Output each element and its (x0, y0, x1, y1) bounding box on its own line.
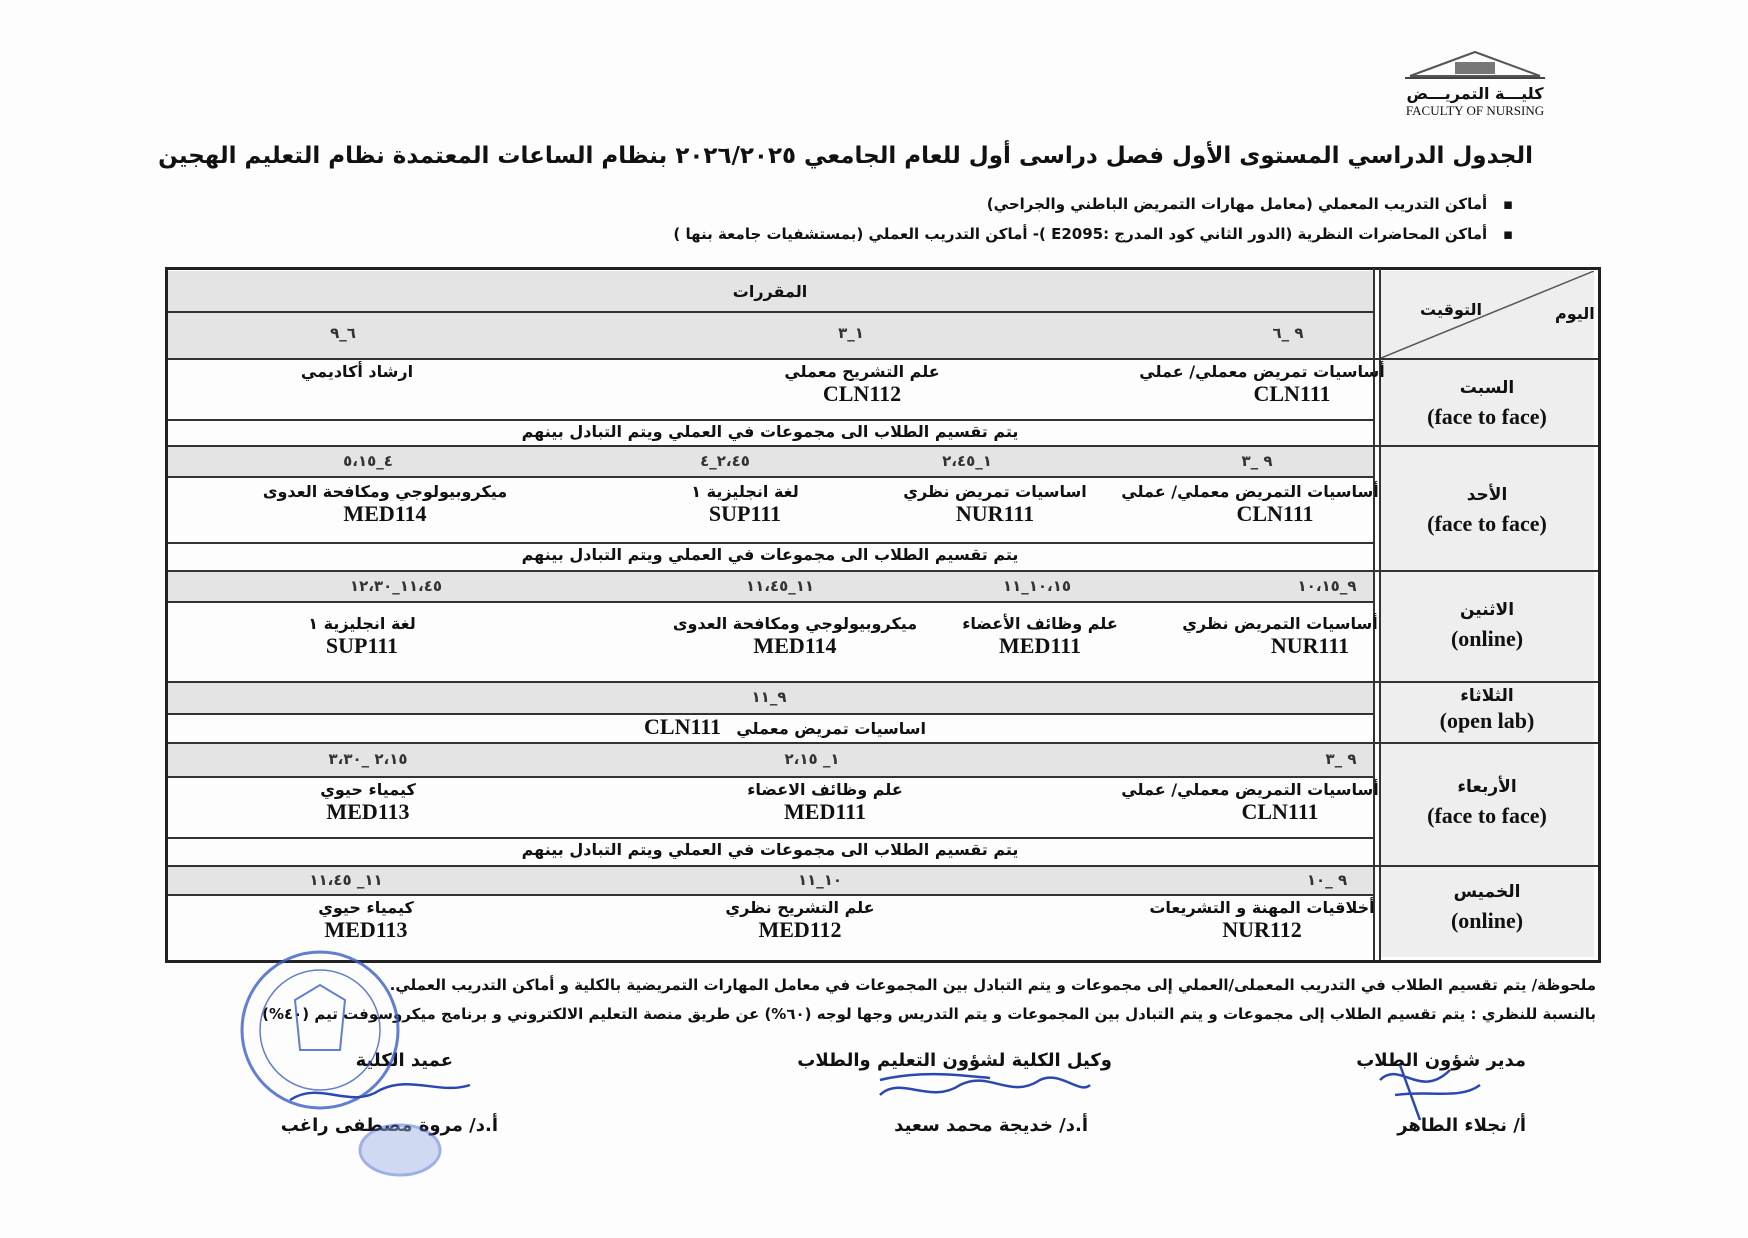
course-cell: علم التشريح نظري MED112 (725, 898, 875, 942)
day-name: السبت (1459, 378, 1515, 398)
group-note: يتم تقسيم الطلاب الى مجموعات في العملي و… (521, 545, 1019, 564)
signature-name: أ.د/ مروة مصطفى راغب (280, 1115, 498, 1136)
header-day: اليوم (1555, 304, 1595, 323)
course-cell: أساسيات التمريض معملي/ عملي CLN111 (1121, 780, 1379, 824)
time-slot: ١١_١١،٤٥ (745, 577, 815, 595)
time-slot: ١٠،١٥_١١ (1002, 577, 1072, 595)
course-cell: علم وظائف الاعضاء MED111 (747, 780, 903, 824)
course-cell: أساسيات التمريض نظري NUR111 (1182, 614, 1378, 658)
day-name: الأحد (1466, 485, 1508, 505)
page-title: الجدول الدراسي المستوى الأول فصل دراسى أ… (158, 143, 1533, 169)
time-slot: ١_ ٢،١٥ (784, 750, 840, 768)
time-slot: ٤_٥،١٥ (343, 452, 393, 470)
day-monday: الاثنين (online) (1379, 600, 1595, 652)
time-slot: ٩ _١٠ (1306, 871, 1348, 889)
time-slot: ١_٣ (838, 324, 864, 342)
day-thursday: الخميس (online) (1379, 882, 1595, 934)
handwritten-signature-icon (289, 1064, 1481, 1121)
course-cell: اساسيات تمريض معملي CLN111 (644, 714, 926, 739)
day-name: الثلاثاء (1460, 686, 1514, 706)
day-tuesday: الثلاثاء (open lab) (1379, 686, 1595, 734)
header-courses: المقررات (732, 282, 808, 301)
group-note: يتم تقسيم الطلاب الى مجموعات في العملي و… (521, 422, 1019, 441)
signature-role: وكيل الكلية لشؤون التعليم والطلاب (797, 1050, 1112, 1071)
logo-english: FACULTY OF NURSING (1405, 103, 1545, 118)
bullet-text: أماكن التدريب المعملي (معامل مهارات التم… (986, 195, 1488, 213)
header-time: التوقيت (1420, 300, 1482, 319)
signature-name: أ.د/ خديجة محمد سعيد (894, 1115, 1088, 1136)
footnote-2: بالنسبة للنظري : يتم تقسيم الطلاب إلى مج… (262, 1005, 1596, 1023)
day-mode: (online) (1450, 908, 1524, 933)
day-mode: (online) (1450, 626, 1524, 651)
course-cell: أساسيات التمريض معملي/ عملي CLN111 (1121, 482, 1379, 526)
footnote-1: ملحوظة/ يتم تقسيم الطلاب في التدريب المع… (389, 976, 1596, 994)
course-cell: كيمياء حيوي MED113 (320, 780, 416, 824)
signature-role: عميد الكلية (355, 1050, 453, 1071)
day-saturday: السبت (face to face) (1379, 378, 1595, 430)
bullet-1: ▪ أماكن التدريب المعملي (معامل مهارات ال… (986, 195, 1513, 213)
day-mode: (face to face) (1427, 803, 1547, 828)
course-cell: لغة انجليزية ١ SUP111 (691, 482, 799, 526)
course-cell: أخلاقيات المهنة و التشريعات NUR112 (1149, 898, 1375, 942)
course-cell: اساسيات تمريض نظري NUR111 (903, 482, 1087, 526)
time-slot: ٩ _٣ (1241, 452, 1273, 470)
course-cell: كيمياء حيوي MED113 (318, 898, 414, 942)
day-mode: (face to face) (1427, 404, 1547, 429)
time-slot: ٢،٤٥_٤ (700, 452, 750, 470)
time-slot: ١١_ ١١،٤٥ (309, 871, 383, 889)
faculty-logo: كليـــة التمريـــض FACULTY OF NURSING (1375, 48, 1575, 128)
day-mode: (open lab) (1439, 708, 1535, 733)
day-name: الاثنين (1459, 600, 1515, 620)
bullet-2: ▪ أماكن المحاضرات النظرية (الدور الثاني … (673, 225, 1513, 243)
time-slot: ٦_٩ (330, 324, 356, 342)
time-slot: ٢،١٥ _٣،٣٠ (328, 750, 408, 768)
time-slot: ٩_١١ (751, 688, 787, 706)
time-slot: ٩_١٠،١٥ (1297, 577, 1357, 595)
course-cell: علم التشريح معملي CLN112 (784, 362, 940, 406)
time-slot: ٩ _٦ (1272, 324, 1304, 342)
signature-role: مدير شؤون الطلاب (1356, 1050, 1526, 1071)
course-cell: علم وظائف الأعضاء MED111 (962, 614, 1118, 658)
header-diagonal-divider (1381, 271, 1594, 358)
building-logo-icon (1405, 50, 1545, 79)
course-cell: ميكروبيولوجي ومكافحة العدوى MED114 (262, 482, 508, 526)
day-wednesday: الأربعاء (face to face) (1379, 777, 1595, 829)
course-cell: ميكروبيولوجي ومكافحة العدوى MED114 (672, 614, 918, 658)
course-cell: لغة انجليزية ١ SUP111 (308, 614, 416, 658)
time-slot: ١٠_١١ (797, 871, 843, 889)
course-cell: أساسيات تمريض معملي/ عملي CLN111 (1139, 362, 1385, 406)
time-slot: ١_٢،٤٥ (942, 452, 992, 470)
course-cell: ارشاد أكاديمي (300, 362, 414, 381)
day-name: الأربعاء (1457, 777, 1517, 797)
day-sunday: الأحد (face to face) (1379, 485, 1595, 537)
time-slot: ١١،٤٥_١٢،٣٠ (349, 577, 443, 595)
time-slot: ٩ _٣ (1325, 750, 1357, 768)
bullet-text: أماكن المحاضرات النظرية (الدور الثاني كو… (673, 225, 1488, 243)
day-mode: (face to face) (1427, 511, 1547, 536)
day-name: الخميس (1453, 882, 1521, 902)
signature-name: أ/ نجلاء الطاهر (1397, 1115, 1526, 1136)
logo-arabic: كليـــة التمريـــض (1406, 84, 1544, 103)
group-note: يتم تقسيم الطلاب الى مجموعات في العملي و… (521, 840, 1019, 859)
